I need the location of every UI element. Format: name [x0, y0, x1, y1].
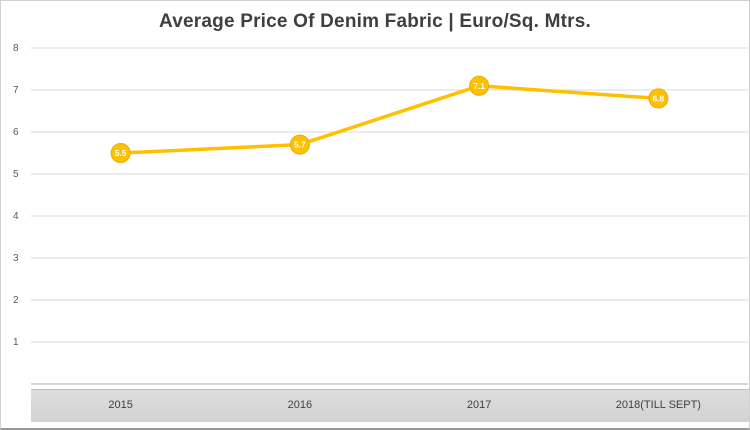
- data-point-marker: [469, 75, 490, 96]
- x-axis-band: 2015 2016 2017 2018(TILL SEPT): [31, 389, 749, 422]
- data-point-label: 6.8: [652, 93, 664, 103]
- line-chart: 1 2 3 4 5 6 7 8 5.5 5.7 7.1 6.8: [13, 43, 748, 385]
- data-point-marker: [289, 134, 310, 155]
- y-tick-label: 2: [13, 295, 19, 306]
- x-tick-label: 2015: [108, 399, 133, 411]
- y-tick-label: 4: [13, 211, 19, 222]
- data-point-label: 5.5: [115, 148, 127, 158]
- x-tick-label: 2018(TILL SEPT): [615, 399, 701, 411]
- x-tick-label: 2017: [466, 399, 492, 411]
- data-point-label: 5.7: [294, 140, 306, 150]
- y-tick-label: 1: [13, 337, 19, 348]
- y-tick-label: 8: [13, 43, 19, 54]
- chart-title: Average Price Of Denim Fabric | Euro/Sq.…: [159, 11, 591, 32]
- y-tick-label: 5: [13, 169, 19, 180]
- data-point-label: 7.1: [473, 81, 485, 91]
- series-line: [118, 84, 661, 155]
- y-tick-label: 7: [13, 85, 19, 96]
- y-tick-label: 6: [13, 127, 19, 138]
- x-tick-label: 2016: [287, 399, 313, 411]
- y-tick-label: 3: [13, 253, 19, 264]
- data-point-marker: [648, 88, 669, 109]
- data-point-marker: [110, 143, 131, 163]
